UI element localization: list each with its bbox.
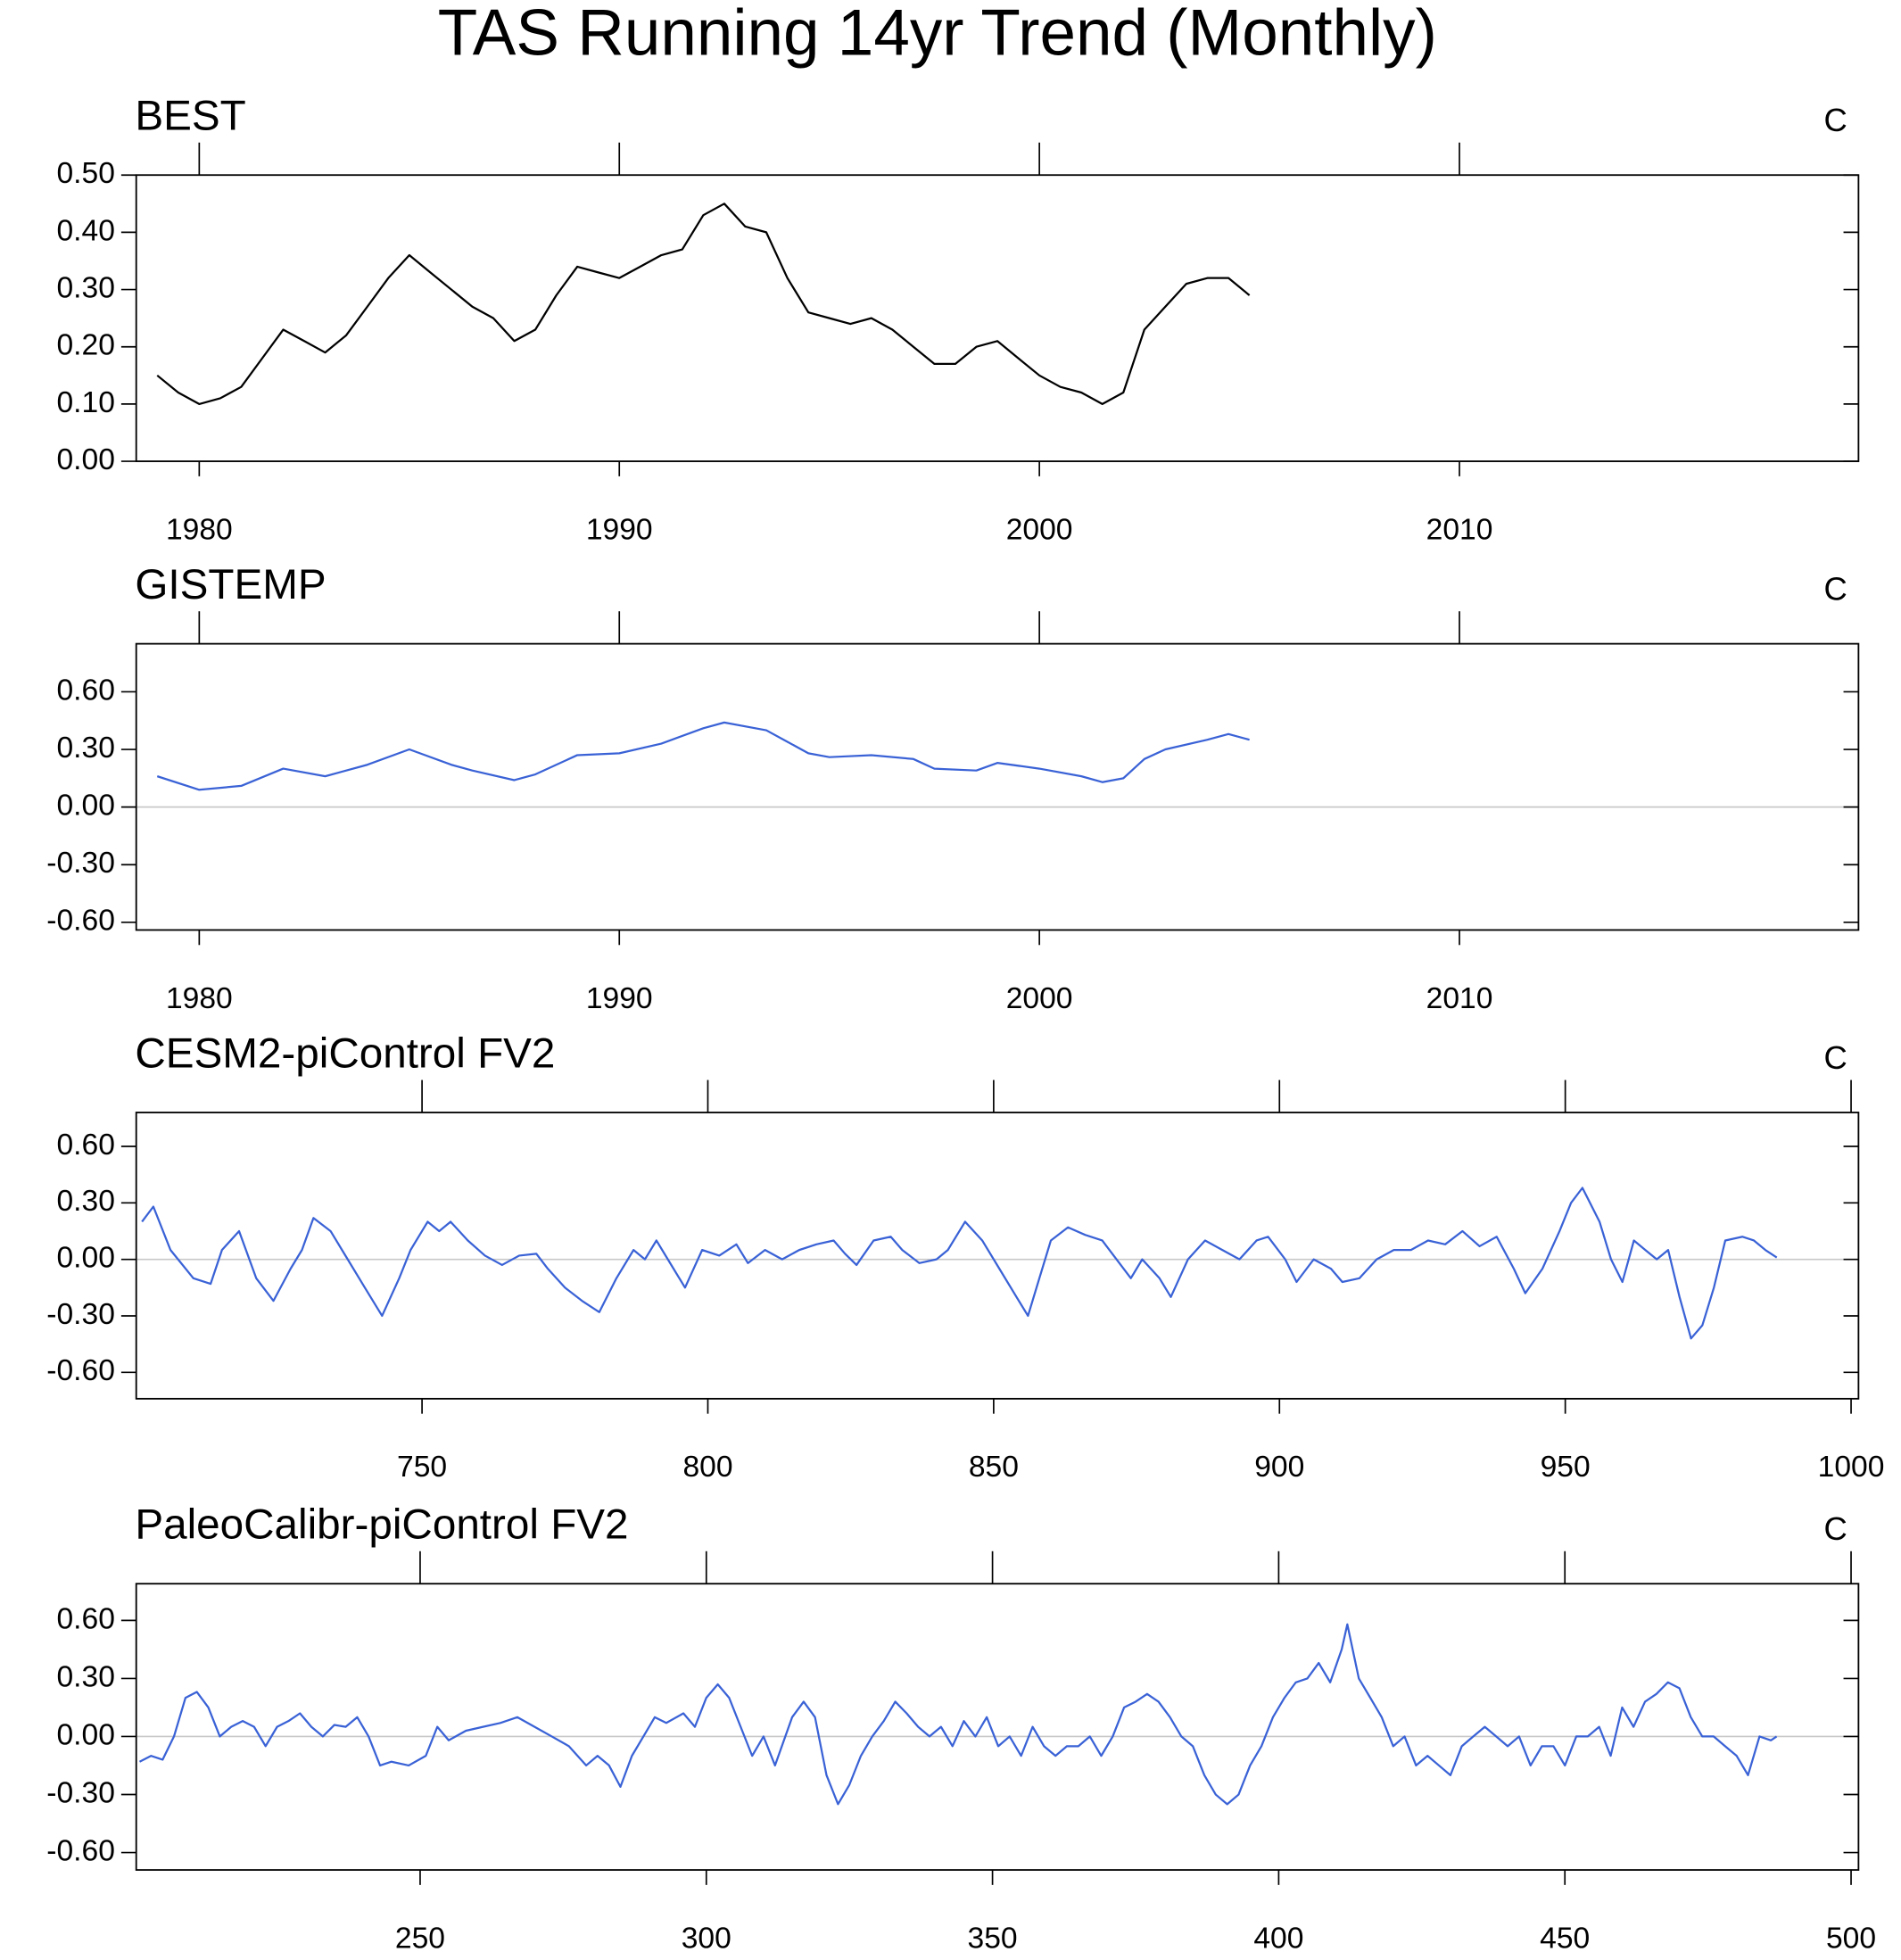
y-tick-label: 0.30 [56,271,114,304]
y-tick-label: 0.60 [56,674,114,707]
units-label: C [1823,570,1847,607]
y-tick-label: 0.30 [56,1660,114,1693]
x-tick-label: 1980 [166,513,233,546]
x-tick-label: 2000 [1006,513,1073,546]
y-tick-label: -0.60 [46,1354,115,1387]
x-tick-label: 950 [1541,1451,1591,1484]
y-tick-label: -0.60 [46,905,115,938]
x-tick-label: 2000 [1006,982,1073,1015]
panel: BEST C 0.00 0.10 0.20 0.30 0.40 0.50 1980 1990 200… [56,93,1860,546]
y-tick-label: -0.30 [46,1776,115,1809]
x-tick-label: 1990 [586,513,653,546]
x-tick-label: 900 [1254,1451,1304,1484]
x-tick-label: 1990 [586,982,653,1015]
x-tick-label: 400 [1253,1922,1303,1955]
panel-title: CESM2-piControl FV2 [135,1030,555,1078]
x-tick-label: 1980 [166,982,233,1015]
panel-title: GISTEMP [135,561,326,608]
x-tick-label: 1000 [1818,1451,1885,1484]
y-tick-label: 0.00 [56,1718,114,1751]
data-line [156,203,1251,406]
y-tick-label: 0.60 [56,1129,114,1162]
x-tick-label: 750 [397,1451,447,1484]
y-tick-label: -0.30 [46,1298,115,1331]
x-tick-label: 450 [1540,1922,1590,1955]
y-tick-label: 0.00 [56,790,114,823]
y-tick-label: 0.10 [56,386,114,419]
panel-title: PaleoCalibr-piControl FV2 [135,1501,628,1549]
plot-frame [135,174,1860,462]
x-tick-label: 850 [969,1451,1019,1484]
x-tick-label: 500 [1826,1922,1876,1955]
data-line [138,1623,1778,1806]
panel: PaleoCalibr-piControl FV2 C -0.60 -0.30 0.00… [46,1501,1876,1956]
plot-frame [135,1112,1860,1400]
panel: GISTEMP C -0.60 -0.30 0.00 0.30 0.60 1980 1990 20… [46,561,1860,1015]
panel-title: BEST [135,93,245,140]
units-label: C [1823,102,1847,138]
plot-frame [135,1583,1860,1871]
panel: CESM2-piControl FV2 C -0.60 -0.30 0.00 0.30 0.… [46,1030,1884,1484]
x-tick-label: 300 [682,1922,731,1955]
data-line [141,1187,1778,1340]
y-tick-label: 0.00 [56,1242,114,1275]
y-tick-label: 0.40 [56,214,114,247]
data-line [156,721,1250,791]
y-tick-label: 0.30 [56,732,114,765]
y-tick-label: 0.30 [56,1185,114,1218]
y-tick-label: 0.50 [56,157,114,190]
x-tick-label: 350 [968,1922,1018,1955]
y-tick-label: -0.30 [46,847,115,880]
x-tick-label: 800 [682,1451,732,1484]
y-tick-label: 0.60 [56,1602,114,1635]
y-tick-label: 0.00 [56,443,114,476]
plot-frame [135,642,1860,931]
x-tick-label: 250 [395,1922,445,1955]
units-label: C [1823,1510,1847,1547]
figure-title: TAS Running 14yr Trend (Monthly) [438,0,1437,69]
y-tick-label: -0.60 [46,1834,115,1867]
units-label: C [1823,1039,1847,1076]
x-tick-label: 2010 [1426,982,1493,1015]
x-tick-label: 2010 [1426,513,1493,546]
y-tick-label: 0.20 [56,329,114,362]
